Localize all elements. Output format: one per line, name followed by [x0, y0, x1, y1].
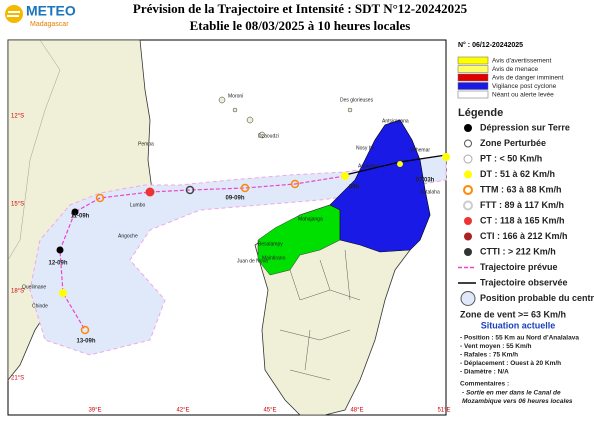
legend-label: Trajectoire observée: [480, 277, 568, 287]
alert-swatch: [457, 73, 489, 82]
alert-label: Avis de danger imminent: [492, 75, 564, 82]
legend-label: Trajectoire prévue: [480, 262, 558, 272]
legend-symbol: [464, 217, 472, 225]
bulletin-number: N° : 06/12-20242025: [458, 41, 523, 49]
legend-symbol: [463, 154, 473, 164]
legend-label: DT : 51 à 62 Km/h: [480, 169, 555, 179]
legend-label: Dépression sur Terre: [480, 122, 570, 132]
track-label: 13-09h: [76, 339, 95, 345]
place-label: Vohemar: [410, 147, 430, 153]
lat-label: 15°S: [11, 202, 24, 208]
legend-label: CTTI : > 212 Km/h: [480, 246, 556, 256]
legend-symbol: [464, 170, 472, 179]
alert-swatch: [457, 82, 489, 90]
place-label: Analalava: [358, 163, 380, 169]
alert-label: Vigilance post cyclone: [492, 83, 557, 90]
alert-swatch: [457, 56, 489, 65]
legend-symbol: [460, 291, 476, 306]
logo-sub: Madagascar: [30, 21, 69, 28]
place-label: Quelimane: [22, 284, 46, 290]
legend-label: FTT : 89 à 117 Km/h: [480, 200, 564, 210]
place-label: Dzaoudzi: [258, 133, 279, 139]
place-label: Nosy be: [356, 145, 375, 151]
place-label: Moroni: [228, 93, 243, 99]
lon-label: 39°E: [88, 408, 101, 414]
track-label: 09h: [349, 185, 360, 191]
legend-symbol: [463, 185, 473, 195]
place-label: Des glorieuses: [340, 97, 374, 103]
track-label: 11-09h: [71, 214, 90, 220]
legend-symbol: [464, 232, 472, 241]
alert-label: Avis d'avertissement: [492, 58, 551, 65]
lon-label: 48°E: [350, 408, 363, 414]
map: [7, 39, 450, 416]
legend-label: Zone Perturbée: [480, 138, 546, 148]
alert-label: Avis de menace: [492, 66, 539, 73]
comment-line: - Sortie en mer dans le Canal de: [462, 390, 561, 397]
legend-label: TTM : 63 à 88 Km/h: [480, 184, 562, 194]
legend-symbol: [464, 248, 472, 256]
situation-line: - Diamètre : N/A: [460, 369, 509, 376]
place-label: Pemba: [138, 141, 154, 147]
lon-label: 45°E: [263, 408, 276, 414]
place-label: Maintirano: [262, 255, 286, 261]
place-label: Besalampy: [258, 241, 283, 247]
place-label: Mahajanga: [298, 216, 323, 222]
legend-symbol: [463, 200, 473, 211]
legend-label: PT : < 50 Km/h: [480, 153, 542, 163]
legend-title: Légende: [458, 107, 503, 119]
alert-swatch: [457, 90, 489, 99]
legend-label: Position probable du centre: [480, 293, 594, 303]
track-label: 12-09h: [48, 261, 67, 267]
place-label: Angoche: [118, 233, 138, 239]
place-label: Antsiranana: [382, 118, 409, 124]
legend-symbol: [464, 139, 472, 148]
legend-label: CT : 118 à 165 Km/h: [480, 215, 565, 225]
comment-line: Mozambique vers 06 heures locales: [462, 398, 573, 405]
place-label: Chinde: [32, 303, 48, 309]
legend-label: Zone de vent >= 63 Km/h: [460, 309, 566, 319]
logo: METEO Madagascar: [5, 3, 76, 28]
situation-title: Situation actuelle: [481, 320, 556, 330]
situation-line: - Déplacement : Ouest à 20 Km/h: [460, 360, 561, 367]
situation-line: - Rafales : 75 Km/h: [460, 352, 518, 359]
lat-label: 18°S: [11, 289, 24, 295]
situation-line: - Position : 55 Km au Nord d'Analalava: [460, 335, 579, 342]
track-label: 07/03h: [416, 178, 435, 184]
title: Prévision de la Trajectoire et Intensité…: [133, 1, 468, 16]
place-label: Antalaha: [420, 189, 440, 195]
track-label: 09-09h: [225, 196, 244, 202]
lon-label: 51°E: [437, 408, 450, 414]
legend-symbol: [464, 124, 472, 132]
place-label: Lumbo: [130, 202, 146, 208]
logo-text: METEO: [26, 3, 76, 19]
lon-label: 42°E: [176, 408, 189, 414]
alert-label: Néant ou alerte levée: [492, 92, 554, 99]
place-label: Juan de Nova: [237, 258, 268, 264]
lat-label: 21°S: [11, 376, 24, 382]
lat-label: 12°S: [11, 114, 24, 120]
legend-label: CTI : 166 à 212 Km/h: [480, 231, 568, 241]
subtitle: Etablie le 08/03/2025 à 10 heures locale…: [190, 18, 411, 33]
situation-line: - Vent moyen : 55 Km/h: [460, 343, 532, 350]
alert-swatch: [457, 65, 489, 73]
comments-title: Commentaires :: [460, 381, 509, 388]
